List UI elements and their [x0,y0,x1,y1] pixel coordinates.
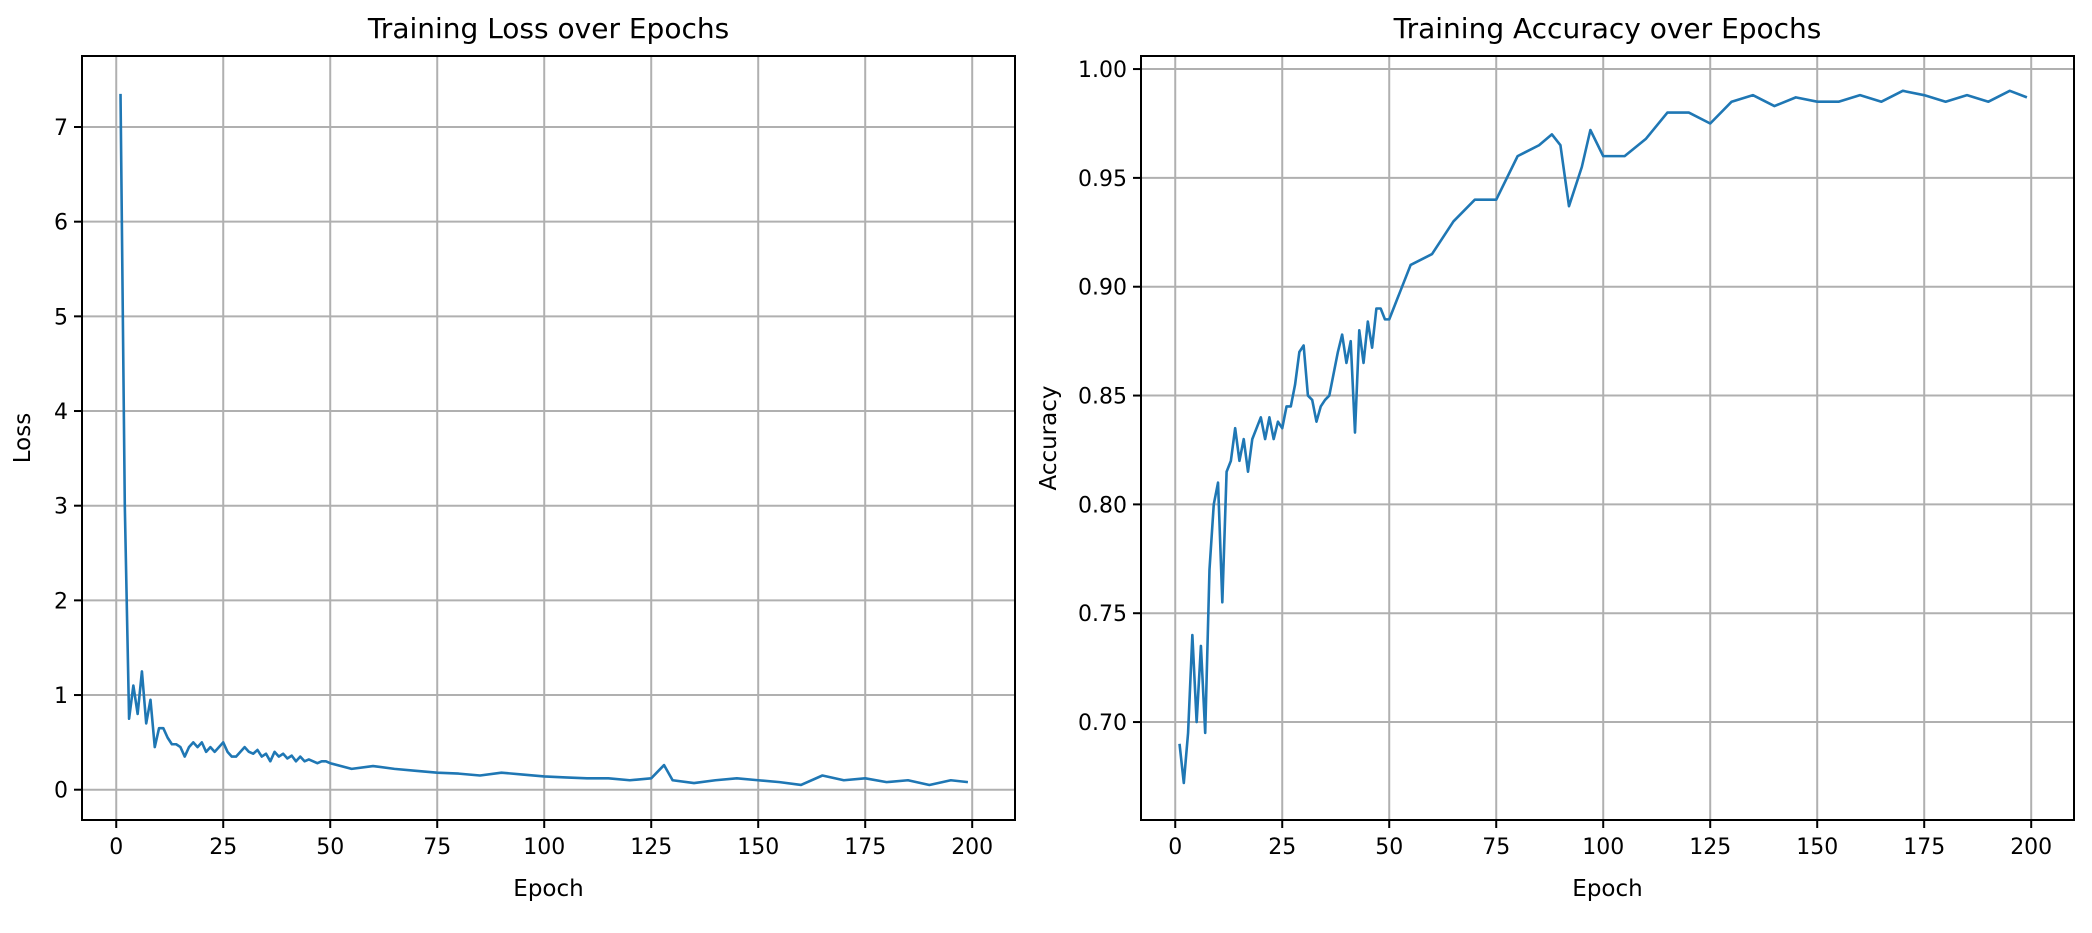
loss-x-tick-label: 150 [737,835,779,860]
accuracy-y-tick-label: 0.90 [1078,276,1127,301]
loss-chart: 0 25 50 75 100 125 150 175 200 0 1 2 3 4 5 6 7 Training L… [10,12,1016,902]
accuracy-x-tick-label: 0 [1168,835,1182,860]
accuracy-x-tick-label: 25 [1268,835,1296,860]
accuracy-series-line [1178,89,2028,785]
loss-x-tick-label: 75 [423,835,451,860]
loss-x-tick-label: 200 [951,835,993,860]
loss-y-tick-label: 4 [54,400,68,425]
loss-y-tick-label: 0 [54,779,68,804]
accuracy-x-tick-label: 125 [1689,835,1731,860]
loss-x-axis-label: Epoch [513,876,583,902]
loss-y-tick-label: 2 [54,589,68,614]
accuracy-x-tick-label: 100 [1582,835,1624,860]
loss-y-tick-label: 1 [54,684,68,709]
loss-x-tick-label: 25 [209,835,237,860]
loss-y-tick-label: 3 [54,495,68,520]
accuracy-x-tick-label: 75 [1482,835,1510,860]
accuracy-chart: 0 25 50 75 100 125 150 175 200 0.70 0.75 0.80 0.85 0.… [1036,12,2075,902]
accuracy-chart-title: Training Accuracy over Epochs [1393,12,1822,45]
loss-x-tick-label: 125 [630,835,672,860]
accuracy-x-tick-label: 50 [1375,835,1403,860]
loss-y-tick-label: 6 [54,211,68,236]
accuracy-y-tick-label: 0.75 [1078,602,1127,627]
accuracy-y-tick-label: 0.70 [1078,711,1127,736]
loss-y-axis-label: Loss [10,413,36,463]
accuracy-y-tick-label: 0.95 [1078,167,1127,192]
accuracy-x-tick-label: 150 [1796,835,1838,860]
loss-y-tick-label: 7 [54,116,68,141]
accuracy-x-tick-label: 200 [2010,835,2052,860]
loss-plot-frame [81,55,1016,821]
accuracy-plot-frame [1140,55,2075,821]
accuracy-y-tick-label: 0.85 [1078,385,1127,410]
loss-chart-title: Training Loss over Epochs [367,12,729,45]
loss-x-tick-label: 50 [316,835,344,860]
accuracy-y-axis-label: Accuracy [1036,385,1062,490]
accuracy-x-tick-label: 175 [1903,835,1945,860]
loss-series-line [119,93,969,787]
loss-x-tick-label: 100 [523,835,565,860]
accuracy-y-tick-label: 0.80 [1078,493,1127,518]
loss-x-tick-label: 175 [844,835,886,860]
loss-x-tick-label: 0 [109,835,123,860]
loss-y-tick-label: 5 [54,305,68,330]
accuracy-y-tick-label: 1.00 [1078,58,1127,83]
accuracy-x-axis-label: Epoch [1572,876,1642,902]
